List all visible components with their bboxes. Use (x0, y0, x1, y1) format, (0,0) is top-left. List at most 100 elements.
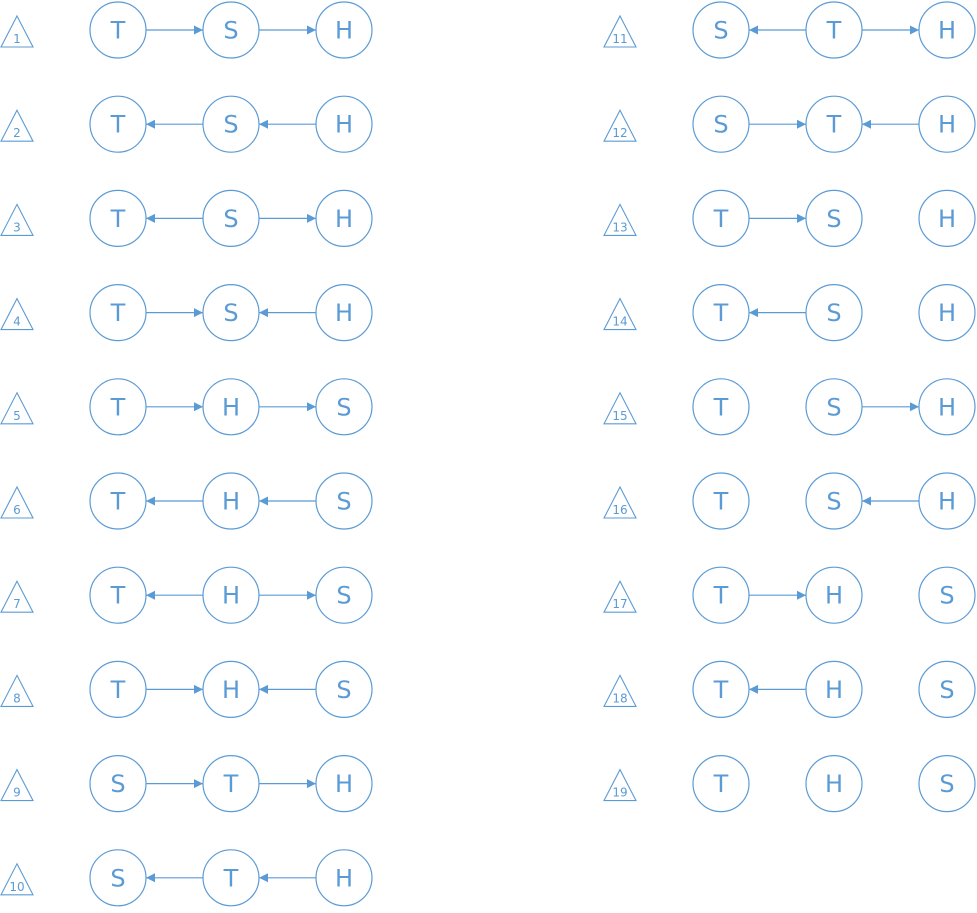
node-label: H (335, 299, 353, 327)
diagram-14: 14 T S H (603, 284, 976, 342)
node-T: T (692, 566, 750, 624)
arrowhead-icon (259, 873, 268, 883)
node-S: S (202, 95, 260, 153)
node-circle (202, 660, 260, 719)
node-label: S (826, 488, 841, 516)
diagram-number: 13 (612, 220, 627, 234)
node-label: S (336, 676, 351, 704)
triangle-marker-icon (603, 580, 637, 613)
diagram-number: 3 (13, 220, 21, 234)
node-label: H (825, 770, 843, 798)
arrowhead-icon (259, 308, 268, 318)
node-label: T (826, 111, 842, 139)
triangle-marker-icon (0, 109, 34, 142)
triangle-marker-icon (603, 391, 637, 425)
node-label: T (110, 111, 126, 139)
arrowhead-icon (862, 496, 871, 506)
edge-arrow-left (146, 119, 203, 129)
node-circle (202, 1, 260, 59)
node-label: S (336, 582, 351, 610)
node-label: H (938, 205, 956, 233)
node-label: H (222, 582, 240, 610)
arrowhead-icon (797, 119, 806, 129)
diagram-number: 12 (612, 126, 627, 140)
node-H: H (805, 566, 863, 624)
diagram-number: 19 (612, 786, 627, 800)
arrowhead-icon (259, 684, 268, 694)
node-label: T (223, 864, 239, 892)
diagram-17: 17 T H S (603, 566, 976, 624)
node-S: S (202, 284, 260, 342)
node-circle (692, 472, 750, 530)
node-H: H (202, 566, 260, 624)
diagram-12: 12 S T H (603, 95, 976, 153)
arrowhead-icon (797, 590, 806, 600)
node-label: T (110, 299, 126, 327)
diagram-15: 15 T S H (603, 378, 976, 436)
node-circle (89, 660, 147, 719)
edge-arrow-left (146, 873, 203, 883)
node-label: S (939, 582, 954, 610)
node-circle (805, 189, 863, 247)
node-T: T (89, 284, 147, 342)
node-S: S (315, 566, 373, 624)
node-T: T (692, 754, 750, 813)
node-label: T (110, 582, 126, 610)
node-H: H (918, 378, 976, 436)
diagram-6: 6 T H S (0, 472, 373, 530)
node-circle (918, 660, 976, 719)
node-H: H (918, 472, 976, 530)
node-T: T (89, 189, 147, 247)
node-T: T (202, 754, 260, 813)
node-T: T (805, 1, 863, 59)
diagram-number: 17 (612, 597, 627, 611)
diagram-number: 8 (13, 691, 21, 705)
node-circle (692, 660, 750, 719)
node-circle (89, 472, 147, 530)
node-circle (692, 754, 750, 813)
node-circle (315, 284, 373, 342)
node-S: S (805, 189, 863, 247)
node-circle (202, 754, 260, 813)
triangle-marker-icon (0, 203, 34, 236)
arrowhead-icon (307, 402, 316, 412)
arrowhead-icon (259, 119, 268, 129)
node-label: S (336, 488, 351, 516)
arrowhead-icon (862, 119, 871, 129)
node-S: S (315, 378, 373, 436)
node-label: S (826, 299, 841, 327)
node-T: T (202, 849, 260, 907)
diagram-4: 4 T S H (0, 284, 373, 342)
node-label: H (825, 676, 843, 704)
triangle-marker-icon (0, 862, 34, 896)
node-H: H (315, 849, 373, 907)
edge-arrow-left (749, 25, 806, 35)
node-S: S (918, 660, 976, 719)
node-label: S (713, 17, 728, 45)
diagram-number: 15 (612, 409, 627, 423)
arrowhead-icon (146, 119, 155, 129)
node-circle (315, 95, 373, 153)
node-T: T (805, 95, 863, 153)
node-H: H (202, 378, 260, 436)
node-label: H (938, 488, 956, 516)
edge-arrow-right (749, 213, 806, 223)
diagram-1: 1 T S H (0, 1, 373, 59)
node-label: S (110, 864, 125, 892)
arrowhead-icon (146, 496, 155, 506)
triangle-marker-icon (603, 109, 637, 142)
arrowhead-icon (146, 213, 155, 223)
node-T: T (692, 378, 750, 436)
diagram-number: 4 (13, 315, 21, 329)
node-label: H (335, 205, 353, 233)
triangle-marker-icon (0, 14, 34, 48)
node-H: H (315, 189, 373, 247)
arrowhead-icon (194, 25, 203, 35)
node-H: H (805, 660, 863, 719)
node-H: H (202, 472, 260, 530)
node-label: H (938, 17, 956, 45)
node-label: H (335, 864, 353, 892)
edge-arrow-right (146, 25, 203, 35)
triangle-marker-icon (603, 14, 637, 48)
diagram-13: 13 T S H (603, 189, 976, 247)
